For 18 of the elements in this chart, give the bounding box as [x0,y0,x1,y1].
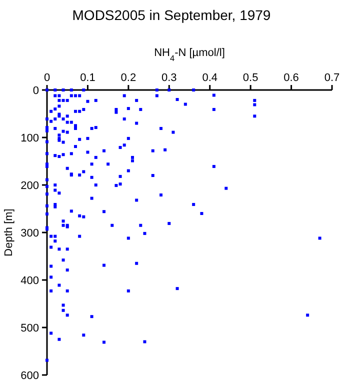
y-tick-label: 0 [32,85,39,97]
x-tick-label: 0.2 [120,72,136,84]
x-tick-label: 0.7 [324,72,340,84]
y-axis-title: Depth [m] [3,208,15,256]
x-tick-label: 0.6 [284,72,299,84]
x-tick-label: 0 [44,72,50,84]
y-tick-label: 300 [20,228,39,240]
y-tick-label: 600 [20,370,39,382]
y-tick-label: 400 [20,275,39,287]
x-tick-label: 0.4 [202,72,218,84]
chart-title: MODS2005 in September, 1979 [72,7,271,23]
x-tick-label: 0.3 [161,72,177,84]
y-tick-label: 500 [20,322,39,334]
y-tick-label: 100 [20,132,39,144]
y-tick-label: 200 [20,180,39,192]
x-axis-title: NH$_{4}$-N [µmol/l] [154,47,225,62]
x-tick-label: 0.1 [80,72,96,84]
x-tick-label: 0.5 [242,72,258,84]
